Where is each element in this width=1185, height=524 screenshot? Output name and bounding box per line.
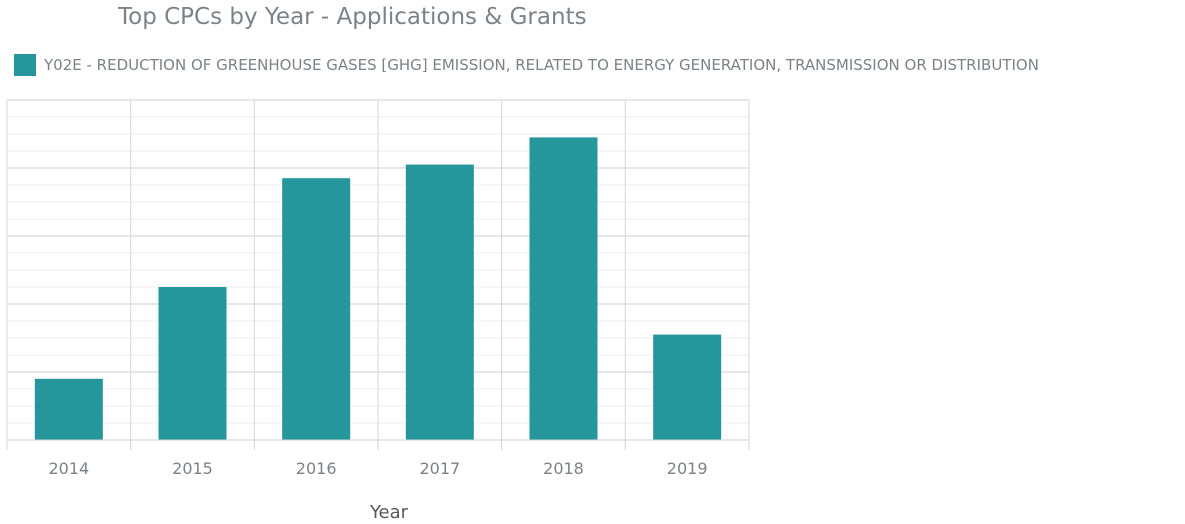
bar-2016[interactable] [282, 178, 351, 440]
bars [34, 137, 722, 440]
x-ticks [6, 439, 750, 450]
x-tick-label-2014: 2014 [48, 459, 89, 478]
legend[interactable]: Y02E - REDUCTION OF GREENHOUSE GASES [GH… [14, 54, 1039, 76]
x-tick-label-2019: 2019 [667, 459, 708, 478]
x-tick-label-2018: 2018 [543, 459, 584, 478]
bar-2014[interactable] [34, 378, 103, 440]
legend-swatch [14, 54, 36, 76]
bar-2019[interactable] [653, 334, 722, 440]
x-tick-labels: 2014 2015 2016 2017 2018 2019 [48, 459, 707, 478]
x-tick-label-2017: 2017 [419, 459, 460, 478]
grid [6, 99, 750, 441]
x-tick-label-2016: 2016 [296, 459, 337, 478]
chart-title: Top CPCs by Year - Applications & Grants [118, 4, 587, 30]
bar-2015[interactable] [158, 287, 227, 440]
bar-2017[interactable] [405, 164, 474, 440]
legend-label: Y02E - REDUCTION OF GREENHOUSE GASES [GH… [44, 56, 1039, 74]
x-axis-title: Year [369, 502, 409, 523]
bar-2018[interactable] [529, 137, 598, 440]
x-tick-label-2015: 2015 [172, 459, 213, 478]
